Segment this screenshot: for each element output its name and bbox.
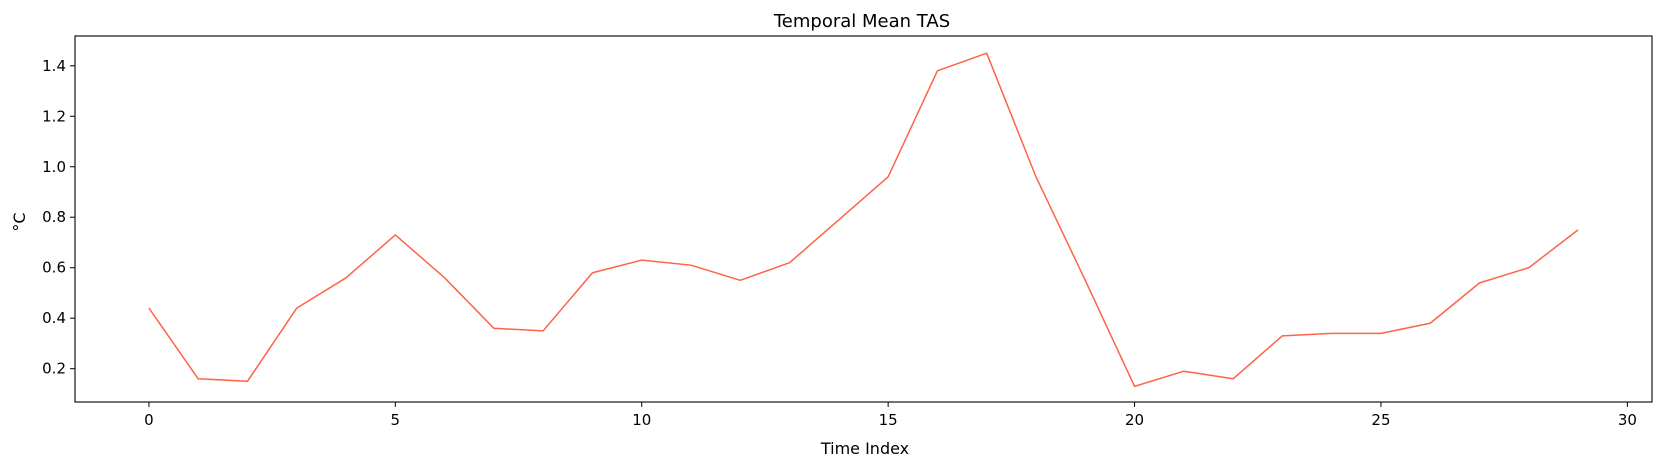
x-tick-label: 15 bbox=[879, 411, 898, 429]
plot-area: 0 5 10 15 20 25 30 0.2 0.4 0.6 0.8 1.0 1.2 1.4 bbox=[42, 35, 1653, 429]
x-tick-label: 30 bbox=[1618, 411, 1637, 429]
series-line-0 bbox=[148, 52, 1579, 388]
chart-title: Temporal Mean TAS bbox=[773, 11, 950, 32]
y-tick-label: 0.4 bbox=[42, 309, 66, 327]
y-tick-label: 0.6 bbox=[42, 259, 66, 277]
y-tick-label: 1.4 bbox=[42, 57, 66, 75]
y-axis-label: °C bbox=[10, 212, 29, 231]
y-tick-label: 0.2 bbox=[42, 360, 66, 378]
y-tick-label: 1.0 bbox=[42, 158, 66, 176]
x-tick-label: 25 bbox=[1371, 411, 1390, 429]
x-axis-label: Time Index bbox=[820, 439, 909, 458]
y-tick-label: 0.8 bbox=[42, 208, 66, 226]
x-tick-label: 10 bbox=[632, 411, 651, 429]
x-tick-label: 0 bbox=[144, 411, 154, 429]
y-tick-label: 1.2 bbox=[42, 107, 66, 125]
x-tick-label: 20 bbox=[1125, 411, 1144, 429]
plot-frame bbox=[74, 35, 1653, 403]
x-tick-label: 5 bbox=[391, 411, 401, 429]
